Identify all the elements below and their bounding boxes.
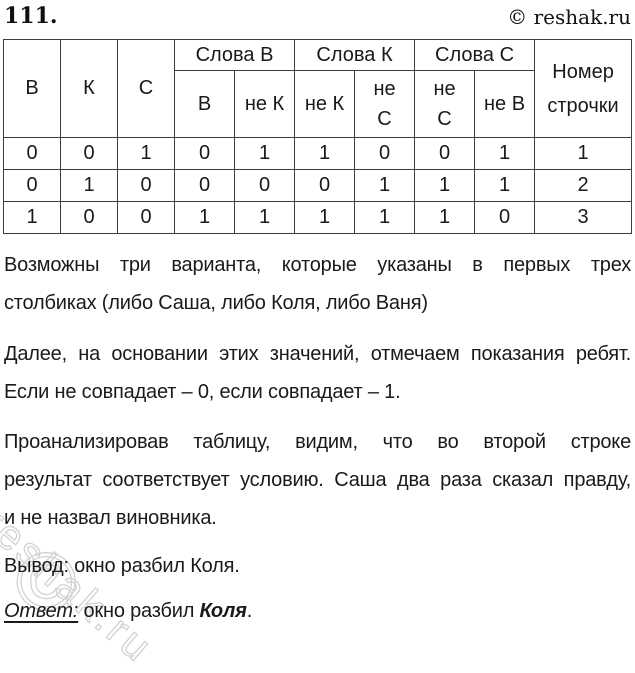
table-cell: 0: [474, 201, 536, 234]
subheader-v: В: [174, 70, 235, 138]
table-cell: 0: [3, 169, 61, 202]
table-cell: 0: [174, 169, 235, 202]
site-credit: © reshak.ru: [507, 5, 631, 29]
subheader-not-s-2: не С: [414, 70, 476, 138]
table-cell: 0: [3, 137, 61, 170]
table-row-1: 0 0 1 0 1 1 0 0 1 1: [3, 137, 633, 170]
group-header-words-v: Слова В: [173, 39, 296, 71]
table-header-row-groups: В К С Слова В Слова К Слова С Номер стро…: [3, 39, 633, 138]
table-cell: 1: [3, 201, 61, 234]
paragraph-method: Далее, на основании этих значений, отмеч…: [4, 335, 631, 411]
copyright-watermark-icon: ©: [15, 536, 77, 628]
text-line: и не назвал виновника.: [4, 507, 217, 529]
problem-number: 111.: [4, 3, 58, 29]
table-cell: 1: [233, 137, 296, 170]
group-header-words-s: Слова С: [414, 39, 536, 71]
table-cell-row-number: 3: [534, 201, 633, 234]
table-header-row-subcolumns: В не К не К не С не С не В: [4, 70, 632, 138]
answer-prefix: окно разбил: [83, 600, 195, 622]
table-cell: 1: [354, 201, 416, 234]
text-line: столбиках (либо Саша, либо Коля, либо Ва…: [4, 292, 428, 314]
paragraph-conclusion: Вывод: окно разбил Коля.: [4, 555, 240, 577]
table-cell: 1: [60, 169, 118, 202]
table-cell: 1: [294, 201, 356, 234]
truth-table: В К С Слова В Слова К Слова С Номер стро…: [3, 39, 633, 234]
group-header-words-k: Слова К: [294, 39, 416, 71]
table-cell: 1: [174, 201, 235, 234]
table-cell: 0: [414, 137, 476, 170]
table-cell: 0: [294, 169, 356, 202]
table-cell: 0: [60, 201, 118, 234]
subheader-not-k-2: не К: [294, 70, 356, 138]
table-row-3: 1 0 0 1 1 1 1 1 0 3: [3, 201, 633, 234]
answer-line: Ответ: окно разбил Коля.: [4, 592, 631, 630]
table-row-2: 0 1 0 0 0 0 1 1 1 2: [3, 169, 633, 202]
subheader-not-s-1: не С: [354, 70, 416, 138]
table-cell-row-number: 1: [534, 137, 633, 170]
table-cell: 1: [354, 169, 416, 202]
table-cell: 1: [294, 137, 356, 170]
table-cell: 1: [474, 169, 536, 202]
paragraph-analysis: Проанализировав таблицу, видим, что во в…: [4, 423, 631, 537]
header-row-number: Номер строчки: [534, 39, 633, 138]
table-cell: 0: [117, 169, 175, 202]
text-line: Если не совпадает – 0, если совпадает – …: [4, 381, 401, 403]
subheader-not-v: не В: [474, 70, 536, 138]
table-cell-row-number: 2: [534, 169, 633, 202]
header-cell-k: К: [60, 39, 118, 138]
table-cell: 0: [60, 137, 118, 170]
text-line: Далее, на основании этих значений, отмеч…: [4, 343, 631, 365]
table-cell: 1: [117, 137, 175, 170]
table-cell: 0: [233, 169, 296, 202]
paragraph-variants: Возможны три варианта, которые указаны в…: [4, 246, 631, 322]
table-cell: 0: [117, 201, 175, 234]
answer-name: Коля: [199, 600, 247, 622]
table-cell: 1: [474, 137, 536, 170]
text-line: результат соответствует условию. Саша дв…: [4, 469, 631, 491]
table-cell: 0: [174, 137, 235, 170]
text-line: Возможны три варианта, которые указаны в…: [4, 254, 631, 276]
table-cell: 1: [414, 201, 476, 234]
header-cell-s: С: [117, 39, 175, 138]
table-cell: 1: [414, 169, 476, 202]
answer-suffix: .: [246, 600, 253, 622]
answer-label: Ответ:: [4, 600, 79, 622]
table-cell: 0: [354, 137, 416, 170]
table-cell: 1: [233, 201, 296, 234]
header-cell-v: В: [3, 39, 61, 138]
subheader-not-k-1: не К: [233, 70, 296, 138]
text-line: Проанализировав таблицу, видим, что во в…: [4, 431, 631, 453]
